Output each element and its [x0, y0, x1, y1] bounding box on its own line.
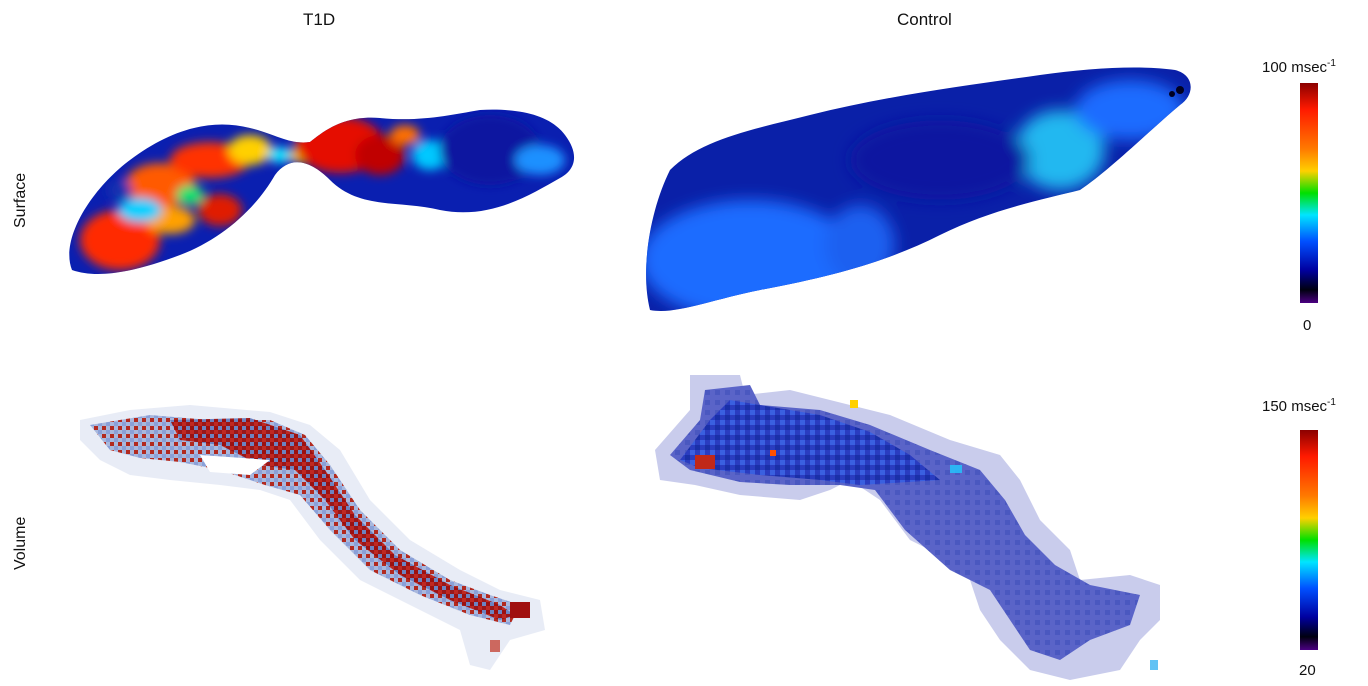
volume-colorbar-min-label: 20 [1299, 662, 1316, 679]
t1d-surface-render [69, 109, 575, 275]
control-surface-render [646, 67, 1191, 311]
surface-colorbar [1300, 83, 1318, 303]
surface-colorbar-max-label: 100 msec-1 [1262, 58, 1336, 76]
volume-colorbar-max-label: 150 msec-1 [1262, 397, 1336, 415]
column-title-control: Control [897, 10, 952, 29]
t1d-volume-render [80, 405, 545, 670]
volume-colorbar [1300, 430, 1318, 650]
control-volume-render [655, 375, 1160, 680]
row-label-volume: Volume [12, 516, 29, 570]
surface-colorbar-min-label: 0 [1303, 317, 1312, 334]
column-title-t1d: T1D [303, 10, 336, 29]
row-label-surface: Surface [12, 172, 29, 228]
